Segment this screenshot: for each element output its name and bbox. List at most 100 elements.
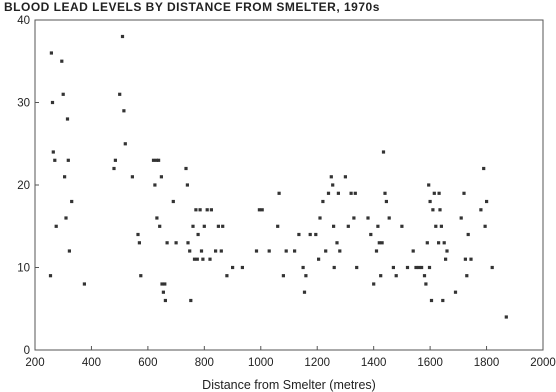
scatter-point bbox=[417, 265, 421, 270]
scatter-point bbox=[384, 199, 388, 204]
scatter-point bbox=[343, 175, 347, 179]
scatter-point bbox=[163, 282, 167, 286]
scatter-point bbox=[276, 224, 280, 228]
scatter-point bbox=[194, 208, 198, 212]
scatter-point bbox=[54, 224, 58, 228]
x-tick-label: 1200 bbox=[304, 357, 330, 369]
scatter-point bbox=[65, 117, 70, 121]
x-tick-label: 600 bbox=[138, 357, 157, 369]
scatter-point bbox=[67, 249, 71, 253]
scatter-point bbox=[427, 265, 432, 270]
scatter-point bbox=[281, 274, 285, 278]
scatter-point bbox=[49, 51, 53, 55]
x-axis-ticks: 200 400 600 800 1000 1200 1400 1600 1800 2000 bbox=[25, 346, 556, 369]
scatter-point bbox=[153, 183, 157, 187]
scatter-point bbox=[463, 257, 467, 261]
scatter-point bbox=[137, 241, 141, 245]
scatter-point bbox=[202, 224, 206, 228]
scatter-point bbox=[158, 224, 162, 228]
scatter-point bbox=[444, 257, 448, 261]
y-tick-label: 0 bbox=[24, 345, 30, 357]
scatter-point bbox=[504, 315, 508, 319]
scatter-point bbox=[326, 191, 331, 195]
x-axis-label: Distance from Smelter (metres) bbox=[202, 378, 376, 392]
scatter-point bbox=[192, 257, 197, 261]
scatter-point bbox=[254, 249, 259, 253]
scatter-point bbox=[405, 265, 410, 270]
scatter-point bbox=[321, 199, 325, 204]
scatter-point bbox=[380, 241, 384, 245]
scatter-point bbox=[329, 175, 333, 179]
scatter-point bbox=[136, 232, 140, 237]
scatter-point bbox=[293, 249, 297, 253]
scatter-point bbox=[219, 249, 223, 253]
scatter-point bbox=[465, 274, 469, 278]
scatter-point bbox=[51, 150, 55, 154]
scatter-point bbox=[485, 199, 489, 204]
scatter-point bbox=[122, 109, 126, 113]
scatter-point bbox=[201, 257, 205, 261]
scatter-point bbox=[195, 257, 199, 261]
scatter-point bbox=[336, 191, 340, 195]
scatter-point bbox=[335, 241, 339, 245]
scatter-point bbox=[257, 208, 261, 212]
scatter-point bbox=[466, 232, 470, 237]
scatter-point bbox=[317, 257, 321, 261]
scatter-point bbox=[453, 290, 458, 294]
scatter-point bbox=[185, 183, 189, 187]
scatter-point bbox=[208, 257, 212, 261]
scatter-point bbox=[432, 191, 436, 195]
scatter-point bbox=[429, 298, 434, 303]
scatter-point bbox=[431, 208, 435, 212]
scatter-point bbox=[50, 100, 55, 105]
scatter-point bbox=[48, 274, 53, 278]
data-points bbox=[48, 34, 508, 319]
scatter-point bbox=[379, 274, 383, 278]
scatter-point bbox=[231, 265, 235, 270]
chart-title: BLOOD LEAD LEVELS BY DISTANCE FROM SMELT… bbox=[4, 0, 380, 14]
y-tick-label: 40 bbox=[17, 15, 30, 27]
scatter-point bbox=[123, 142, 127, 146]
scatter-point bbox=[391, 265, 395, 270]
scatter-point bbox=[318, 216, 322, 220]
x-tick-label: 1400 bbox=[361, 357, 387, 369]
scatter-point bbox=[63, 175, 67, 179]
scatter-point bbox=[462, 191, 466, 195]
scatter-point bbox=[214, 249, 218, 253]
scatter-point bbox=[171, 199, 175, 204]
scatter-point bbox=[113, 158, 117, 162]
scatter-point bbox=[381, 150, 386, 154]
scatter-point bbox=[411, 249, 415, 253]
scatter-point bbox=[112, 166, 116, 171]
scatter-point bbox=[437, 191, 441, 195]
scatter-point bbox=[428, 199, 432, 204]
x-tick-label: 800 bbox=[195, 357, 214, 369]
scatter-point bbox=[441, 298, 445, 303]
scatter-point bbox=[155, 216, 159, 220]
scatter-point bbox=[163, 298, 167, 303]
scatter-point bbox=[377, 241, 381, 245]
scatter-point bbox=[160, 282, 164, 286]
scatter-point bbox=[420, 265, 424, 270]
scatter-point bbox=[353, 191, 357, 195]
scatter-point bbox=[161, 290, 165, 294]
scatter-point bbox=[442, 241, 446, 245]
scatter-point bbox=[53, 158, 57, 162]
scatter-point bbox=[346, 224, 350, 228]
scatter-point bbox=[120, 34, 125, 39]
scatter-point bbox=[425, 241, 429, 245]
scatter-point bbox=[383, 191, 387, 195]
scatter-point bbox=[338, 249, 342, 253]
scatter-point bbox=[118, 92, 122, 96]
y-axis-ticks: 0 10 20 30 40 bbox=[17, 15, 39, 357]
scatter-point bbox=[205, 208, 209, 212]
scatter-point bbox=[186, 241, 190, 245]
scatter-point bbox=[297, 232, 301, 237]
scatter-point bbox=[400, 224, 404, 228]
scatter-point bbox=[445, 249, 449, 253]
scatter-point bbox=[260, 208, 264, 212]
scatter-point bbox=[482, 166, 486, 171]
scatter-point bbox=[479, 208, 483, 212]
scatter-point bbox=[189, 298, 193, 303]
scatter-point bbox=[184, 166, 188, 171]
